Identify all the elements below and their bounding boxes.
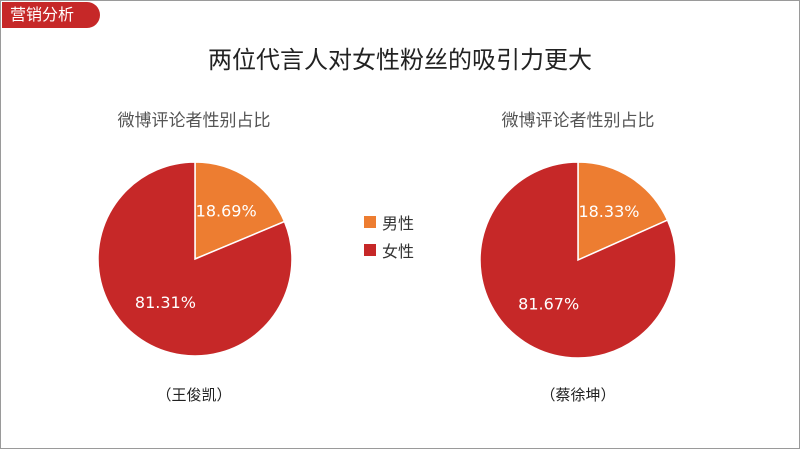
pie-title-right: 微博评论者性别占比: [501, 111, 655, 131]
legend-swatch-female: [364, 244, 376, 256]
legend-item-female: 女性: [364, 236, 414, 264]
page-title: 两位代言人对女性粉丝的吸引力更大: [208, 46, 592, 74]
pie-chart-right: 18.33% 81.67%: [479, 161, 677, 359]
section-tag: 营销分析: [2, 2, 100, 28]
pie-caption-right: （蔡徐坤）: [540, 386, 616, 404]
pie-slice-right-male: [577, 161, 669, 262]
pie-label-left-male: 18.69%: [196, 202, 257, 221]
legend-item-male: 男性: [364, 208, 414, 236]
pie-slice-left-female: [97, 161, 293, 357]
legend: 男性 女性: [364, 208, 414, 264]
pie-slice-right-female: [479, 161, 677, 359]
legend-label-female: 女性: [382, 242, 415, 261]
legend-label-male: 男性: [382, 214, 415, 233]
pie-chart-left: 18.69% 81.31%: [97, 161, 293, 357]
legend-swatch-male: [364, 216, 376, 228]
pie-caption-left: （王俊凯）: [156, 386, 232, 404]
pie-label-right-male: 18.33%: [578, 202, 639, 221]
pie-label-left-female: 81.31%: [135, 293, 196, 312]
pie-slice-left-male: [194, 161, 286, 261]
pie-label-right-female: 81.67%: [518, 295, 579, 314]
pie-title-left: 微博评论者性别占比: [117, 111, 271, 131]
